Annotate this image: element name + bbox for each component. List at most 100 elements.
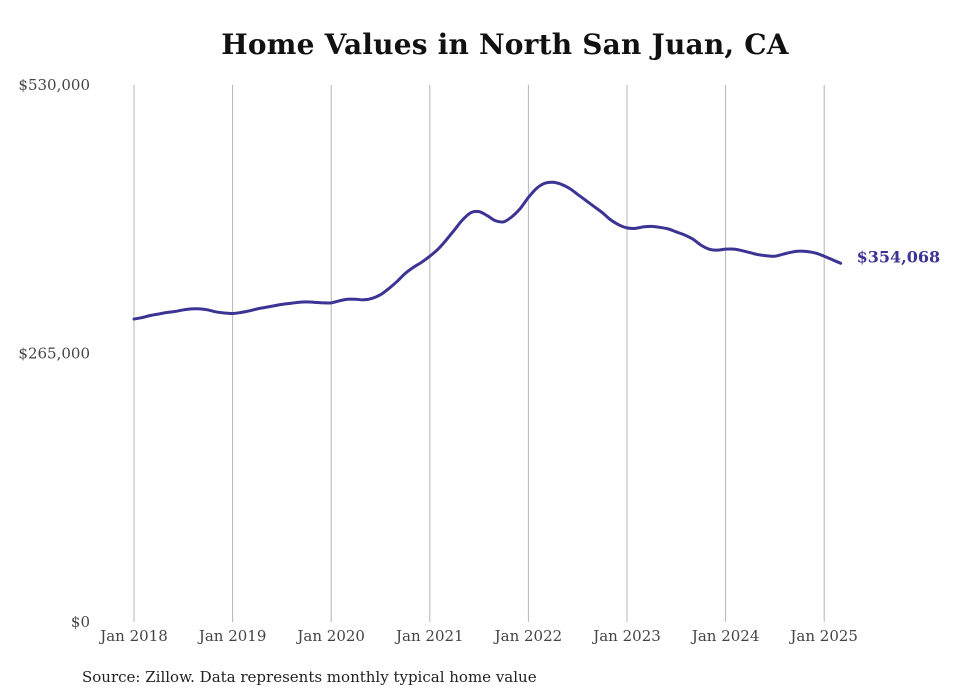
x-tick-label: Jan 2022	[493, 627, 563, 645]
data-point	[388, 287, 390, 289]
data-point	[585, 199, 587, 201]
data-point	[478, 210, 480, 212]
data-point	[675, 231, 677, 233]
data-point	[798, 250, 800, 252]
data-point	[190, 308, 192, 310]
data-point	[667, 228, 669, 230]
data-point	[338, 300, 340, 302]
y-axis-labels: $0 $265,000 $530,000	[18, 76, 90, 631]
data-point	[231, 312, 233, 314]
source-note: Source: Zillow. Data represents monthly …	[82, 668, 537, 686]
data-point	[683, 234, 685, 236]
y-tick-label: $0	[71, 613, 90, 631]
data-point	[618, 224, 620, 226]
data-point	[503, 221, 505, 223]
data-point	[708, 248, 710, 250]
data-point	[182, 309, 184, 311]
data-point	[741, 249, 743, 251]
data-point	[371, 297, 373, 299]
data-point	[511, 216, 513, 218]
end-label-layer: $354,068	[857, 247, 941, 266]
data-point	[355, 298, 357, 300]
x-axis-labels: Jan 2018 Jan 2019 Jan 2020 Jan 2021 Jan 2022…	[98, 627, 858, 645]
data-point	[445, 239, 447, 241]
data-point	[601, 211, 603, 213]
data-point	[634, 227, 636, 229]
data-point	[692, 238, 694, 240]
data-point	[577, 193, 579, 195]
data-point	[322, 302, 324, 304]
data-point	[199, 308, 201, 310]
data-point	[453, 229, 455, 231]
x-tick-label: Jan 2020	[295, 627, 365, 645]
data-point	[330, 302, 332, 304]
data-point	[733, 248, 735, 250]
data-point	[363, 299, 365, 301]
data-point	[593, 205, 595, 207]
data-point	[716, 249, 718, 251]
data-point	[749, 251, 751, 253]
data-point	[544, 182, 546, 184]
data-point	[519, 207, 521, 209]
data-point	[437, 248, 439, 250]
data-point	[346, 298, 348, 300]
data-point	[412, 266, 414, 268]
data-point	[823, 255, 825, 257]
data-point	[642, 226, 644, 228]
data-point	[486, 215, 488, 217]
data-point	[527, 196, 529, 198]
data-point	[420, 261, 422, 263]
data-point	[790, 251, 792, 253]
data-point	[157, 313, 159, 315]
data-point	[133, 318, 135, 320]
data-point	[461, 219, 463, 221]
data-point	[659, 226, 661, 228]
data-point	[535, 187, 537, 189]
data-point	[568, 187, 570, 189]
data-point	[289, 302, 291, 304]
data-point	[379, 294, 381, 296]
data-point	[757, 254, 759, 256]
data-point	[782, 253, 784, 255]
data-point	[141, 316, 143, 318]
data-point	[281, 303, 283, 305]
series-layer	[132, 180, 843, 321]
y-tick-label: $530,000	[18, 76, 90, 94]
data-point	[174, 310, 176, 312]
data-point	[815, 252, 817, 254]
series-line	[132, 180, 843, 321]
gridlines	[133, 85, 825, 622]
x-tick-label: Jan 2019	[197, 627, 267, 645]
data-point	[831, 259, 833, 261]
data-point	[724, 248, 726, 250]
data-point	[429, 255, 431, 257]
data-point	[314, 301, 316, 303]
data-point	[609, 219, 611, 221]
data-point	[166, 311, 168, 313]
data-point	[396, 280, 398, 282]
data-point	[626, 227, 628, 229]
data-point	[256, 308, 258, 310]
data-point	[494, 220, 496, 222]
end-value-label: $354,068	[857, 247, 941, 266]
data-point	[470, 211, 472, 213]
data-point	[264, 306, 266, 308]
y-tick-label: $265,000	[18, 345, 90, 363]
data-point	[215, 311, 217, 313]
data-point	[765, 255, 767, 257]
data-point	[223, 312, 225, 314]
data-point	[248, 310, 250, 312]
data-point	[650, 225, 652, 227]
data-point	[774, 255, 776, 257]
data-point	[552, 181, 554, 183]
x-tick-label: Jan 2024	[690, 627, 760, 645]
data-point	[149, 314, 151, 316]
data-point	[272, 305, 274, 307]
x-tick-label: Jan 2023	[591, 627, 661, 645]
x-tick-label: Jan 2018	[98, 627, 168, 645]
data-point	[560, 183, 562, 185]
x-tick-label: Jan 2021	[394, 627, 464, 645]
data-point	[240, 311, 242, 313]
data-point	[207, 309, 209, 311]
